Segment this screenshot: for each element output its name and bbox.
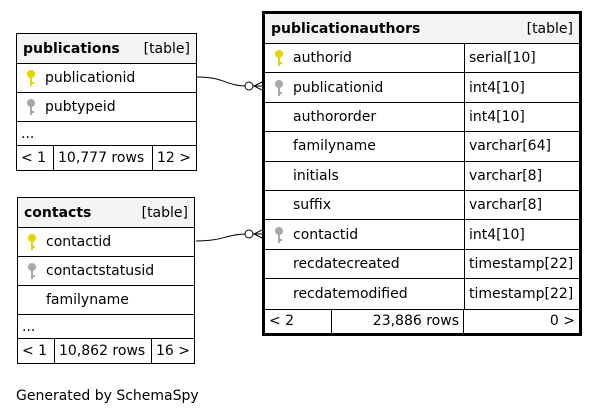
table-tag: [table] bbox=[526, 20, 573, 37]
column-name: familyname bbox=[293, 138, 376, 155]
primary-key-icon bbox=[28, 234, 36, 250]
foreign-key-icon bbox=[275, 226, 283, 243]
edge-publications-to-publicationauthors bbox=[196, 76, 264, 87]
column-type: timestamp[22] bbox=[464, 249, 579, 279]
column-name: publicationid bbox=[293, 79, 384, 96]
column-type: varchar[8] bbox=[464, 161, 579, 190]
column-row[interactable]: recdatemodified timestamp[22] bbox=[265, 279, 579, 309]
table-contacts[interactable]: contacts [table] contactid contactstatus… bbox=[17, 197, 195, 364]
column-row[interactable]: suffix varchar[8] bbox=[265, 190, 579, 221]
column-row[interactable]: contactid int4[10] bbox=[265, 220, 579, 250]
table-publications[interactable]: publications [table] publicationid pubty… bbox=[16, 33, 197, 171]
column-row[interactable]: authororder int4[10] bbox=[265, 102, 579, 133]
column-name: suffix bbox=[293, 197, 331, 214]
table-header: publicationauthors [table] bbox=[265, 14, 579, 44]
table-tag: [table] bbox=[141, 204, 188, 221]
table-footer: < 1 10,862 rows 16 > bbox=[18, 339, 194, 363]
table-header: contacts [table] bbox=[18, 198, 194, 228]
column-name: contactstatusid bbox=[46, 263, 155, 279]
foreign-key-icon bbox=[275, 79, 283, 96]
edge-contacts-zero-marker bbox=[244, 229, 254, 239]
column-name: contactid bbox=[293, 226, 359, 243]
edge-publications-zero-marker bbox=[244, 81, 254, 91]
row-count: 23,886 rows bbox=[331, 309, 464, 333]
column-row[interactable]: publicationid int4[10] bbox=[265, 73, 579, 103]
table-footer: < 2 23,886 rows 0 > bbox=[265, 308, 579, 333]
column-row[interactable]: authorid serial[10] bbox=[265, 44, 579, 74]
column-row[interactable]: contactstatusid bbox=[18, 257, 194, 286]
primary-key-icon bbox=[275, 50, 283, 67]
column-name: contactid bbox=[46, 234, 112, 250]
column-type: varchar[8] bbox=[464, 190, 579, 220]
column-type: int4[10] bbox=[464, 220, 579, 249]
table-header: publications [table] bbox=[17, 34, 196, 64]
column-name: recdatemodified bbox=[293, 285, 408, 302]
column-row[interactable]: pubtypeid bbox=[17, 93, 196, 122]
children-count[interactable]: 12 > bbox=[157, 150, 191, 166]
column-name: familyname bbox=[46, 292, 129, 308]
table-publicationauthors[interactable]: publicationauthors [table] authorid seria… bbox=[262, 11, 582, 336]
more-columns-ellipsis: ... bbox=[18, 315, 194, 339]
more-columns-ellipsis: ... bbox=[17, 122, 196, 146]
table-tag: [table] bbox=[143, 40, 190, 57]
column-type: serial[10] bbox=[464, 44, 579, 73]
column-type: int4[10] bbox=[464, 73, 579, 102]
column-type: int4[10] bbox=[464, 102, 579, 132]
table-name: publicationauthors bbox=[271, 20, 421, 37]
column-row[interactable]: contactid bbox=[18, 228, 194, 257]
table-footer: < 1 10,777 rows 12 > bbox=[17, 146, 196, 170]
children-count[interactable]: 16 > bbox=[156, 343, 190, 359]
column-type: varchar[64] bbox=[464, 132, 579, 161]
children-count[interactable]: 0 > bbox=[549, 313, 575, 330]
generated-by-label: Generated by SchemaSpy bbox=[16, 388, 199, 404]
row-count: 10,862 rows bbox=[54, 339, 152, 363]
column-row[interactable]: familyname bbox=[18, 286, 194, 315]
column-name: publicationid bbox=[45, 70, 136, 86]
parents-count[interactable]: < 2 bbox=[269, 313, 295, 330]
foreign-key-icon bbox=[27, 99, 35, 115]
column-name: recdatecreated bbox=[293, 255, 400, 272]
column-row[interactable]: publicationid bbox=[17, 64, 196, 93]
table-name: publications bbox=[23, 40, 120, 57]
column-name: authorid bbox=[293, 50, 352, 67]
column-name: pubtypeid bbox=[45, 99, 116, 115]
primary-key-icon bbox=[27, 70, 35, 86]
edge-contacts-to-publicationauthors bbox=[195, 233, 264, 242]
column-name: authororder bbox=[293, 108, 377, 125]
column-name: initials bbox=[293, 167, 339, 184]
foreign-key-icon bbox=[28, 263, 36, 279]
column-type: timestamp[22] bbox=[464, 279, 579, 309]
parents-count[interactable]: < 1 bbox=[21, 150, 47, 166]
row-count: 10,777 rows bbox=[53, 146, 153, 170]
table-name: contacts bbox=[24, 204, 92, 221]
column-row[interactable]: recdatecreated timestamp[22] bbox=[265, 249, 579, 280]
column-row[interactable]: familyname varchar[64] bbox=[265, 132, 579, 162]
parents-count[interactable]: < 1 bbox=[22, 343, 48, 359]
column-row[interactable]: initials varchar[8] bbox=[265, 161, 579, 191]
